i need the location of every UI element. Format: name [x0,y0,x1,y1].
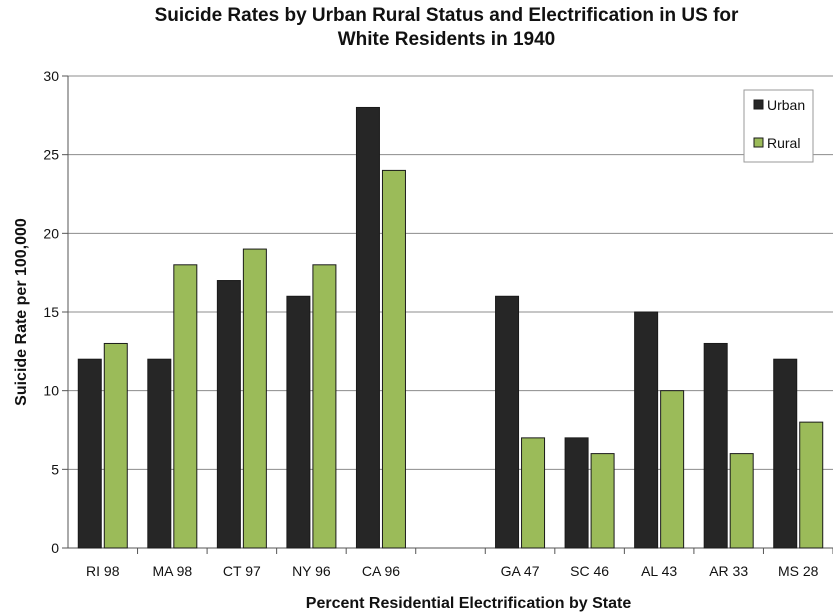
bar-rural-ca-96 [381,169,406,549]
bar-rural-ms-28 [799,421,824,549]
x-tick-label: SC 46 [570,563,609,579]
bar-urban-al-43 [634,311,659,549]
bar-rural-ga-47 [521,437,546,549]
x-tick-label: MA 98 [152,563,192,579]
bar-urban-ca-96 [355,106,380,549]
bar-urban-ga-47 [495,295,520,549]
x-tick-label: AL 43 [641,563,677,579]
x-tick-label: NY 96 [292,563,331,579]
chart-title-line-1: Suicide Rates by Urban Rural Status and … [154,5,739,26]
x-tick-label: AR 33 [709,563,748,579]
y-axis-title: Suicide Rate per 100,000 [13,218,30,406]
bar-urban-sc-46 [564,437,589,549]
bar-urban-ms-28 [773,358,798,549]
bar-rural-al-43 [660,390,685,549]
bar-urban-ar-33 [703,342,728,549]
bar-rural-ri-98 [103,342,128,549]
bar-urban-ny-96 [286,295,311,549]
bar-rural-ar-33 [729,453,754,549]
chart-title: Suicide Rates by Urban Rural Status and … [60,4,833,52]
bar-rural-sc-46 [590,453,615,549]
bar-urban-ri-98 [77,358,102,549]
legend-label-rural: Rural [767,135,800,151]
x-tick-label: RI 98 [86,563,120,579]
bar-urban-ct-97 [216,280,241,549]
x-tick-label: GA 47 [501,563,540,579]
x-tick-label: CT 97 [223,563,261,579]
bar-urban-ma-98 [147,358,172,549]
y-tick-label: 0 [51,540,59,556]
y-tick-label: 25 [43,147,59,163]
x-axis-title: Percent Residential Electrification by S… [306,595,632,612]
y-tick-label: 15 [43,304,59,320]
y-tick-label: 10 [43,383,59,399]
legend-swatch-urban [753,99,764,110]
bar-rural-ct-97 [242,248,267,549]
y-tick-label: 30 [43,68,59,84]
bar-rural-ma-98 [173,264,198,549]
y-tick-label: 5 [51,461,59,477]
y-tick-label: 20 [43,225,59,241]
bar-rural-ny-96 [312,264,337,549]
legend-label-urban: Urban [767,97,805,113]
chart-title-line-2: White Residents in 1940 [337,29,556,50]
x-tick-label: MS 28 [778,563,819,579]
x-tick-label: CA 96 [362,563,400,579]
legend-swatch-rural [753,137,764,148]
